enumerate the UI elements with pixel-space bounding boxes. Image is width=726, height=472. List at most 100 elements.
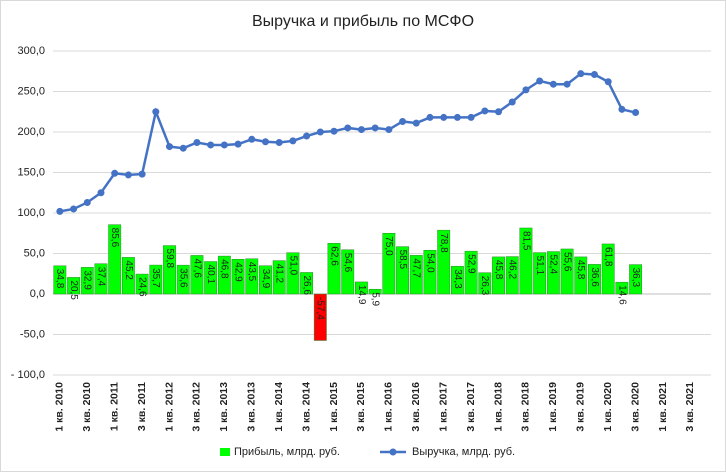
- bar: [629, 264, 643, 295]
- bar: [313, 293, 327, 341]
- point: [618, 105, 626, 113]
- x-tick-label: 1 кв. 2014: [273, 382, 285, 432]
- data-label: 75,0: [383, 236, 394, 256]
- legend-swatch: [389, 448, 397, 456]
- data-label: 36,6: [589, 267, 600, 287]
- point: [549, 80, 557, 88]
- point: [522, 86, 530, 94]
- data-label: 26,6: [301, 275, 312, 295]
- y-tick-label: -50,0: [20, 328, 45, 340]
- bar: [450, 265, 464, 295]
- data-label: 46,8: [219, 259, 230, 279]
- x-tick-label: 3 кв. 2016: [410, 382, 422, 432]
- bar: [53, 265, 67, 295]
- data-label: 52,9: [465, 254, 476, 274]
- data-label: 61,8: [603, 247, 614, 267]
- data-label: 36,3: [630, 268, 641, 288]
- data-label: 78,8: [438, 233, 449, 253]
- data-label: 54,0: [424, 253, 435, 273]
- x-tick-label: 1 кв. 2021: [657, 382, 669, 432]
- point: [344, 124, 352, 132]
- bar: [217, 255, 231, 295]
- bar: [94, 263, 108, 295]
- point: [111, 169, 119, 177]
- x-tick-label: 3 кв. 2013: [246, 382, 258, 432]
- data-label: 62,6: [328, 246, 339, 266]
- data-label: 35,7: [150, 268, 161, 288]
- point: [508, 98, 516, 106]
- data-label: 45,8: [575, 260, 586, 280]
- point: [261, 138, 269, 146]
- point: [83, 198, 91, 206]
- data-label: -57,4: [315, 297, 326, 320]
- data-label: 14,6: [616, 285, 627, 305]
- point: [56, 207, 64, 215]
- bar: [272, 260, 286, 295]
- bar: [355, 281, 368, 295]
- x-tick-label: 1 кв. 2013: [218, 382, 230, 432]
- point: [440, 113, 448, 121]
- data-label: 85,6: [109, 228, 120, 248]
- data-label: 34,9: [260, 269, 271, 289]
- x-tick-label: 3 кв. 2020: [629, 382, 641, 432]
- point: [577, 70, 585, 78]
- x-tick-label: 1 кв. 2020: [602, 382, 614, 432]
- point: [152, 108, 160, 116]
- x-tick-label: 1 кв. 2017: [437, 382, 449, 432]
- point: [632, 109, 640, 117]
- x-tick-label: 3 кв. 2012: [191, 382, 203, 432]
- data-label: 34,8: [54, 269, 65, 289]
- x-tick-label: 1 кв. 2012: [163, 382, 175, 432]
- bar: [533, 252, 547, 295]
- bar: [601, 243, 615, 295]
- bar: [286, 252, 300, 295]
- data-label: 26,3: [479, 276, 490, 296]
- bar: [423, 250, 437, 295]
- x-tick-label: 1 кв. 2010: [54, 382, 66, 432]
- bar: [327, 243, 341, 295]
- data-label: 41,2: [274, 264, 285, 284]
- data-label: 58,5: [397, 250, 408, 270]
- data-label: 46,2: [507, 260, 518, 280]
- x-tick-label: 1 кв. 2011: [108, 382, 120, 431]
- point: [303, 132, 311, 140]
- x-tick-label: 3 кв. 2010: [81, 382, 93, 432]
- data-label: 55,6: [561, 252, 572, 272]
- data-label: 20,5: [68, 280, 79, 300]
- y-tick-label: 250,0: [17, 85, 45, 97]
- data-label: 37,4: [95, 267, 106, 287]
- point: [412, 119, 420, 127]
- point: [138, 170, 146, 178]
- point: [289, 137, 297, 145]
- point: [563, 80, 571, 88]
- point: [179, 144, 187, 152]
- y-tick-label: - 100,0: [11, 369, 45, 381]
- legend-label: Прибыль, млрд. руб.: [234, 446, 340, 458]
- x-tick-label: 3 кв. 2014: [300, 382, 312, 432]
- bar: [163, 245, 176, 295]
- data-label: 81,5: [520, 231, 531, 251]
- bar: [437, 229, 451, 295]
- y-tick-label: 0,0: [30, 288, 45, 300]
- bar: [176, 264, 190, 295]
- bar: [409, 255, 423, 295]
- point: [220, 141, 228, 149]
- data-label: 14,9: [356, 285, 367, 305]
- bar: [478, 272, 492, 295]
- point: [536, 77, 544, 85]
- bar: [588, 264, 601, 295]
- bar: [245, 258, 259, 295]
- y-tick-label: 50,0: [24, 247, 45, 259]
- point: [97, 189, 105, 197]
- data-label: 51,0: [287, 256, 298, 276]
- bar: [464, 250, 478, 295]
- x-tick-label: 1 кв. 2018: [492, 382, 504, 432]
- bar: [231, 259, 245, 295]
- data-label: 42,9: [232, 262, 243, 282]
- point: [399, 117, 407, 125]
- data-label: 54,6: [342, 253, 353, 273]
- data-label: 40,1: [205, 265, 216, 285]
- data-label: 34,3: [452, 269, 463, 289]
- point: [124, 171, 132, 179]
